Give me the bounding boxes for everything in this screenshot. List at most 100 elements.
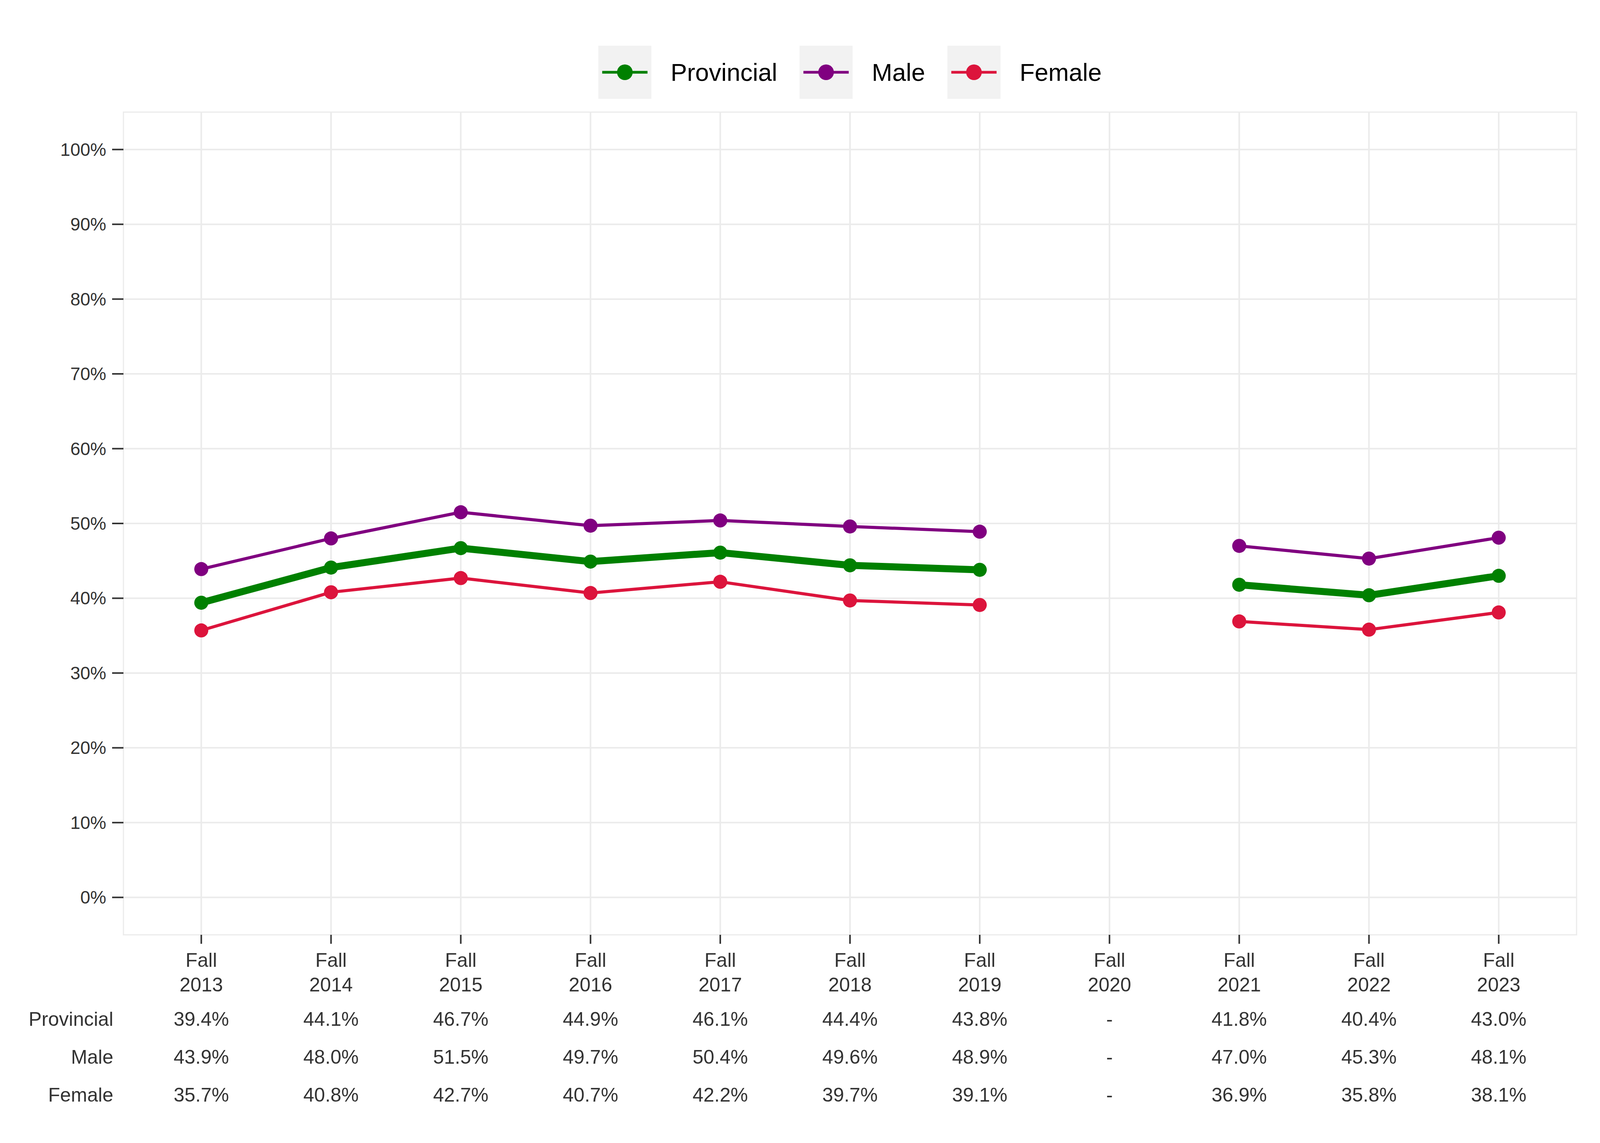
- tick-label-line: 2021: [1217, 973, 1261, 996]
- table-value: 49.6%: [822, 1046, 878, 1068]
- tick-label: 100%: [60, 139, 107, 160]
- tick-label-line: 2016: [568, 973, 613, 996]
- tick-mark: [330, 934, 332, 944]
- table-value: 50.4%: [692, 1046, 749, 1068]
- data-layer: [194, 505, 1506, 638]
- tick-mark: [112, 821, 124, 824]
- table-value: 41.8%: [1211, 1008, 1268, 1031]
- tick-label-line: Fall: [1482, 949, 1515, 972]
- legend-key-bg: [947, 45, 1001, 99]
- data-point: [972, 598, 987, 613]
- tick-label: 30%: [70, 662, 107, 684]
- table-value: 46.1%: [692, 1008, 749, 1031]
- value-table: Provincial39.4%44.1%46.7%44.9%46.1%44.4%…: [28, 1008, 1527, 1106]
- tick-label: Fall2017: [698, 949, 742, 996]
- table-value: 51.5%: [433, 1046, 489, 1068]
- tick-mark: [978, 934, 981, 944]
- data-point: [323, 560, 338, 575]
- data-point: [194, 623, 209, 638]
- tick-mark: [112, 298, 124, 300]
- table-value: 48.1%: [1471, 1046, 1527, 1068]
- table-value: 47.0%: [1211, 1046, 1268, 1068]
- tick-label-line: Fall: [185, 949, 218, 972]
- tick-mark: [112, 896, 124, 899]
- table-value: 44.1%: [303, 1008, 359, 1031]
- tick-mark: [719, 934, 722, 944]
- tick-label-line: 2017: [698, 973, 742, 996]
- tick-mark: [112, 373, 124, 375]
- table-value: 44.9%: [562, 1008, 619, 1031]
- tick-label: Fall2018: [828, 949, 872, 996]
- tick-label-line: Fall: [704, 949, 737, 972]
- data-point: [1362, 588, 1377, 603]
- table-value: 38.1%: [1471, 1083, 1527, 1106]
- tick-label: Fall2022: [1347, 949, 1391, 996]
- legend-key-bg: [799, 45, 853, 99]
- data-point: [1362, 551, 1377, 566]
- grid-line: [460, 112, 462, 935]
- table-value: 35.7%: [173, 1083, 229, 1106]
- legend-key-marker: [818, 64, 834, 81]
- tick-label-line: Fall: [1093, 949, 1126, 972]
- tick-label: Fall2015: [439, 949, 483, 996]
- data-point: [453, 541, 468, 556]
- tick-label-line: Fall: [964, 949, 996, 972]
- tick-mark: [200, 934, 202, 944]
- legend-label: Male: [871, 58, 926, 86]
- data-point: [323, 531, 338, 546]
- tick-label: Fall2019: [958, 949, 1002, 996]
- data-point: [583, 585, 598, 600]
- tick-label-line: 2014: [309, 973, 353, 996]
- tick-label: 60%: [70, 438, 107, 459]
- tick-mark: [849, 934, 851, 944]
- table-value: 43.9%: [173, 1046, 229, 1068]
- tick-label-line: 2015: [439, 973, 483, 996]
- tick-label: Fall2016: [568, 949, 613, 996]
- table-value: 36.9%: [1211, 1083, 1268, 1106]
- tick-mark: [112, 746, 124, 749]
- tick-label: 0%: [80, 887, 107, 908]
- tick-mark: [112, 522, 124, 525]
- data-point: [1362, 622, 1377, 637]
- grid: [123, 112, 1577, 935]
- series-line: [201, 578, 1499, 631]
- grid-line: [1368, 112, 1370, 935]
- data-point: [194, 562, 209, 577]
- data-point: [1232, 577, 1247, 592]
- tick-label: Fall2020: [1087, 949, 1132, 996]
- table-value: 40.4%: [1341, 1008, 1397, 1031]
- table-row-label: Female: [48, 1083, 114, 1106]
- table-value: 49.7%: [562, 1046, 619, 1068]
- tick-label: Fall2021: [1217, 949, 1261, 996]
- data-point: [713, 545, 728, 560]
- tick-mark: [589, 934, 592, 944]
- tick-label: 10%: [70, 812, 107, 833]
- tick-label: 70%: [70, 363, 107, 384]
- grid-line: [1108, 112, 1111, 935]
- table-value: 48.0%: [303, 1046, 359, 1068]
- table-value: 39.1%: [951, 1083, 1008, 1106]
- data-point: [1491, 568, 1506, 583]
- tick-label: 50%: [70, 513, 107, 534]
- data-point: [323, 585, 338, 600]
- legend-key-bg: [598, 45, 652, 99]
- data-point: [842, 593, 858, 608]
- axes: 0%10%20%30%40%50%60%70%80%90%100%Fall201…: [60, 139, 1521, 996]
- plot-frame: [123, 112, 1577, 935]
- table-value: 39.4%: [173, 1008, 229, 1031]
- tick-label-line: 2019: [958, 973, 1002, 996]
- tick-label: 80%: [70, 289, 107, 310]
- table-value: 45.3%: [1341, 1046, 1397, 1068]
- data-point: [842, 519, 858, 534]
- data-point: [453, 505, 468, 520]
- table-value: -: [1106, 1008, 1113, 1031]
- grid-line: [1238, 112, 1240, 935]
- tick-label-line: Fall: [315, 949, 347, 972]
- table-value: 35.8%: [1341, 1083, 1397, 1106]
- tick-label: 40%: [70, 587, 107, 609]
- data-point: [713, 574, 728, 589]
- table-value: 42.7%: [433, 1083, 489, 1106]
- table-value: -: [1106, 1046, 1113, 1068]
- data-point: [583, 554, 598, 569]
- data-point: [972, 524, 987, 539]
